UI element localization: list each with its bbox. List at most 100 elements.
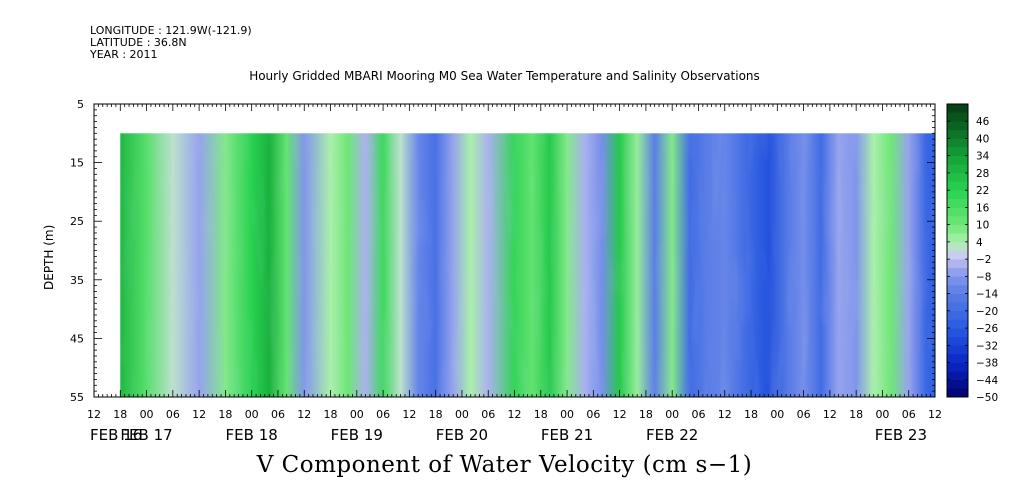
colorbar-segment [947, 379, 968, 389]
colorbar-segment [947, 138, 968, 148]
x-hour-tick-label: 00 [455, 408, 469, 421]
colorbar-segment [947, 328, 968, 337]
latitude-label: LATITUDE : 36.8N [90, 36, 187, 49]
x-hour-tick-label: 06 [902, 408, 916, 421]
colorbar-segment [947, 198, 968, 208]
colorbar-segment [947, 190, 968, 200]
colorbar-label: 28 [976, 168, 989, 180]
x-hour-tick-label: 06 [271, 408, 285, 421]
colorbar-label: 10 [976, 220, 989, 232]
colorbar-segment [947, 121, 968, 131]
colorbar: 46 40 34 28 22 16 10 4 −2 −8 −14 −20 −26 −32 −38 −44 −50 [946, 103, 998, 404]
x-hour-tick-label: 06 [586, 408, 600, 421]
x-hour-tick-label: 00 [140, 408, 154, 421]
colorbar-label: −20 [976, 306, 998, 318]
colorbar-segment [947, 181, 968, 191]
x-hour-tick-label: 18 [324, 408, 338, 421]
x-hour-tick-label: 18 [639, 408, 653, 421]
x-date-label: FEB 16 [90, 426, 142, 444]
x-hour-tick-label: 12 [613, 408, 627, 421]
x-hour-tick-label: 18 [113, 408, 127, 421]
colorbar-label: −14 [976, 289, 998, 301]
x-hour-tick-label: 12 [402, 408, 416, 421]
x-date-label: FEB 19 [331, 426, 383, 444]
colorbar-label: 34 [976, 151, 990, 163]
colorbar-label: −26 [976, 323, 998, 335]
colorbar-segment [947, 310, 968, 320]
colorbar-label: 4 [976, 237, 983, 249]
colorbar-frame [946, 103, 969, 398]
x-hour-tick-label: 06 [797, 408, 811, 421]
colorbar-segment [947, 302, 968, 312]
x-hour-tick-label: 18 [218, 408, 232, 421]
x-date-label: FEB 21 [541, 426, 593, 444]
x-hour-tick-label: 06 [376, 408, 390, 421]
velocity-texture [120, 133, 935, 398]
colorbar-segment [947, 129, 968, 139]
colorbar-segment [947, 147, 968, 157]
x-hour-tick-label: 00 [350, 408, 364, 421]
x-hour-tick-label: 00 [665, 408, 679, 421]
chart-title: Hourly Gridded MBARI Mooring M0 Sea Wate… [249, 69, 760, 83]
colorbar-segment [947, 233, 968, 243]
x-hour-tick-label: 12 [297, 408, 311, 421]
x-hour-tick-label: 18 [429, 408, 443, 421]
colorbar-segment [947, 388, 968, 398]
colorbar-segment [947, 172, 968, 182]
colorbar-label: 22 [976, 185, 989, 197]
colorbar-label: 46 [976, 116, 990, 128]
colorbar-label: 16 [976, 202, 990, 214]
colorbar-segment [947, 164, 968, 174]
colorbar-segment [947, 276, 968, 286]
colorbar-label: 40 [976, 133, 989, 145]
colorbar-label: −38 [976, 358, 998, 370]
y-tick-label: 15 [70, 157, 84, 170]
x-date-label: FEB 17 [120, 426, 172, 444]
x-hour-tick-label: 12 [718, 408, 732, 421]
x-hour-tick-label: 18 [744, 408, 758, 421]
x-hour-tick-label: 18 [534, 408, 548, 421]
y-tick-label: 35 [70, 274, 84, 287]
colorbar-label: −50 [976, 392, 998, 404]
x-hour-tick-label: 00 [560, 408, 574, 421]
x-axis-label: V Component of Water Velocity (cm s−1) [256, 452, 753, 478]
x-hour-tick-label: 18 [849, 408, 863, 421]
x-hour-tick-label: 12 [928, 408, 942, 421]
colorbar-segment [947, 112, 968, 122]
colorbar-segment [947, 336, 968, 346]
axes: 12 18 00 06 12 18 00 06 12 18 00 06 12 18 00 06 12 18 00 06… [70, 98, 942, 444]
colorbar-segment [947, 155, 968, 165]
y-tick-label: 5 [77, 98, 84, 111]
x-hour-tick-label: 06 [481, 408, 495, 421]
colorbar-segment [947, 353, 968, 363]
colorbar-label: −2 [976, 254, 991, 266]
colorbar-segment [947, 345, 968, 355]
heatmap-field [120, 133, 935, 398]
x-hour-tick-label: 00 [875, 408, 889, 421]
colorbar-segment [947, 284, 968, 294]
colorbar-segment [947, 241, 968, 251]
colorbar-label: −8 [976, 271, 991, 283]
colorbar-segment [947, 104, 968, 113]
x-date-label: FEB 18 [226, 426, 278, 444]
colorbar-segment [947, 250, 968, 260]
x-date-label: FEB 23 [875, 426, 927, 444]
colorbar-segment [947, 319, 968, 329]
x-date-label: FEB 22 [646, 426, 698, 444]
x-hour-tick-label: 12 [823, 408, 837, 421]
x-hour-tick-label: 06 [166, 408, 180, 421]
y-tick-label: 55 [70, 391, 84, 404]
colorbar-segment [947, 207, 968, 217]
y-tick-label: 45 [70, 332, 84, 345]
colorbar-segment [947, 293, 968, 303]
longitude-label: LONGITUDE : 121.9W(-121.9) [90, 24, 252, 37]
colorbar-label: −44 [976, 375, 998, 387]
x-hour-tick-label: 12 [87, 408, 101, 421]
x-hour-tick-label: 06 [691, 408, 705, 421]
x-hour-tick-label: 00 [245, 408, 259, 421]
x-hour-tick-label: 00 [770, 408, 784, 421]
colorbar-segment [947, 362, 968, 372]
x-hour-tick-label: 12 [192, 408, 206, 421]
colorbar-segment [947, 371, 968, 381]
